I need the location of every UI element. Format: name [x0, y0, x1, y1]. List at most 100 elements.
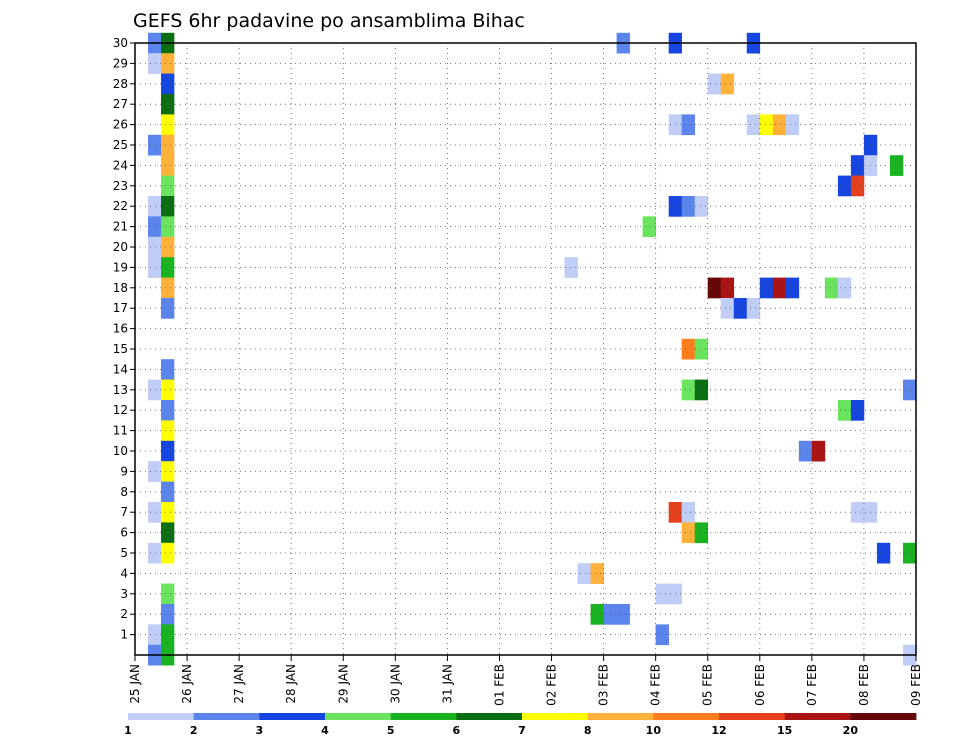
- heatmap-cell: [772, 277, 787, 299]
- heatmap-cell: [616, 604, 630, 625]
- heatmap-cell: [148, 216, 162, 238]
- heatmap-cell: [161, 379, 175, 401]
- heatmap-cell: [837, 400, 852, 421]
- x-axis: 25 JAN 26 JAN 27 JAN 28 JAN 29 JAN 30 JAN 31 J…: [128, 655, 923, 706]
- y-tick-label: 1: [120, 628, 128, 642]
- colorbar-label: 12: [711, 724, 726, 737]
- heatmap-cell: [681, 522, 696, 544]
- heatmap-cell: [655, 583, 669, 605]
- colorbar-swatch: [522, 713, 589, 720]
- y-tick-label: 19: [113, 260, 128, 274]
- heatmap-cell: [161, 481, 175, 503]
- heatmap-cell: [694, 338, 709, 360]
- heatmap-cell: [148, 461, 162, 482]
- colorbar-label: 20: [843, 724, 859, 737]
- heatmap-cell: [876, 542, 891, 564]
- y-tick-label: 4: [120, 566, 128, 580]
- colorbar-label: 1: [124, 724, 132, 737]
- heatmap-cell: [148, 379, 162, 401]
- heatmap-cell: [850, 175, 865, 197]
- x-tick-label: 01 FEB: [492, 664, 506, 706]
- colorbar-label: 4: [321, 724, 329, 737]
- y-tick-label: 18: [113, 281, 128, 295]
- colorbar-label: 15: [777, 724, 792, 737]
- y-tick-label: 6: [120, 526, 128, 540]
- x-tick-label: 09 FEB: [909, 664, 923, 706]
- colorbar-swatch: [719, 713, 786, 720]
- x-tick-label: 08 FEB: [857, 664, 871, 706]
- y-tick-label: 5: [120, 546, 128, 560]
- heatmap-cell: [161, 236, 175, 258]
- heatmap-cell: [161, 175, 175, 197]
- colorbar-label: 3: [256, 724, 264, 737]
- heatmap-cell: [850, 502, 865, 523]
- heatmap-cell: [161, 420, 175, 442]
- y-tick-label: 26: [113, 118, 128, 132]
- y-tick-label: 12: [113, 403, 128, 417]
- heatmap-cell: [161, 216, 175, 238]
- heatmap-cell: [161, 624, 175, 646]
- heatmap-cell: [707, 277, 722, 299]
- heatmap-cell: [681, 338, 696, 360]
- x-tick-label: 06 FEB: [753, 664, 767, 706]
- x-tick-label: 04 FEB: [649, 664, 663, 706]
- heatmap-cell: [161, 257, 175, 278]
- y-tick-label: 22: [113, 199, 128, 213]
- colorbar-label: 10: [646, 724, 662, 737]
- heatmap-cell: [161, 522, 175, 544]
- heatmap-cell: [161, 583, 175, 605]
- heatmap-cell: [161, 461, 175, 482]
- heatmap-cell: [161, 53, 175, 74]
- colorbar-swatch: [456, 713, 523, 720]
- colorbar-swatch: [259, 713, 326, 720]
- heatmap-cell: [837, 175, 852, 197]
- heatmap-cell: [785, 114, 800, 136]
- heatmap-cell: [161, 604, 175, 625]
- heatmap-cell: [902, 379, 917, 401]
- heatmap-cell: [161, 114, 175, 136]
- y-tick-label: 16: [113, 322, 128, 336]
- y-tick-label: 30: [113, 36, 128, 50]
- heatmap-cell: [655, 624, 669, 646]
- y-tick-label: 27: [113, 97, 128, 111]
- x-tick-label: 02 FEB: [545, 664, 559, 706]
- heatmap-cell: [148, 257, 162, 278]
- heatmap-cell: [759, 114, 774, 136]
- colorbar-swatch: [784, 713, 851, 720]
- x-tick-label: 07 FEB: [805, 664, 819, 706]
- heatmap-cell: [772, 114, 787, 136]
- heatmap-cell: [161, 542, 175, 564]
- colorbar-swatch: [193, 713, 260, 720]
- heatmap-cell: [720, 73, 735, 95]
- heatmap-cell: [681, 196, 696, 217]
- y-tick-label: 29: [113, 56, 128, 70]
- y-tick-label: 13: [113, 383, 128, 397]
- colorbar-swatch: [128, 713, 195, 720]
- heatmap-cell: [746, 114, 761, 136]
- heatmap-cell: [161, 440, 175, 462]
- heatmap-cell: [161, 94, 175, 115]
- heatmap-cell: [148, 236, 162, 258]
- heatmap-cell: [642, 216, 656, 238]
- colorbar-swatch: [653, 713, 720, 720]
- y-tick-label: 23: [113, 179, 128, 193]
- colorbar-label: 7: [518, 724, 526, 737]
- heatmap-cell: [902, 542, 917, 564]
- y-tick-label: 21: [113, 220, 128, 234]
- colorbar-label: 6: [453, 724, 461, 737]
- colorbar: 1 2 3 4 5 6 7 8 10 12 15 20: [124, 713, 917, 737]
- y-tick-label: 3: [120, 587, 128, 601]
- y-tick-label: 2: [120, 607, 128, 621]
- heatmap-cell: [161, 298, 175, 319]
- x-tick-label: 03 FEB: [597, 664, 611, 706]
- heatmap-cell: [161, 134, 175, 156]
- x-tick-label: 29 JAN: [336, 664, 350, 704]
- x-tick-label: 25 JAN: [128, 664, 142, 704]
- heatmap-cell: [148, 196, 162, 217]
- y-tick-label: 28: [113, 77, 128, 91]
- x-tick-label: 27 JAN: [232, 664, 246, 704]
- heatmap-cell: [850, 155, 865, 176]
- colorbar-label: 8: [584, 724, 592, 737]
- heatmap-cell: [694, 379, 709, 401]
